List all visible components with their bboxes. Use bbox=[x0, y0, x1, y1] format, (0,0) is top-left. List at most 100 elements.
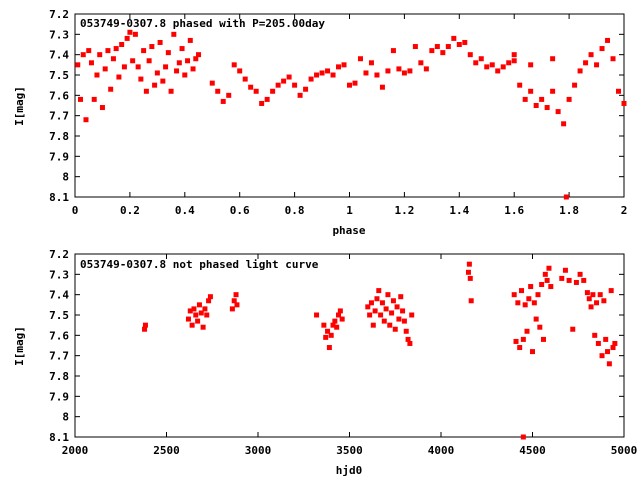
data-point bbox=[520, 434, 526, 440]
data-point bbox=[539, 282, 545, 287]
data-point bbox=[124, 35, 130, 41]
data-point bbox=[522, 96, 528, 102]
data-point bbox=[336, 64, 342, 70]
data-point bbox=[561, 121, 567, 127]
data-point bbox=[606, 361, 612, 367]
data-point bbox=[603, 336, 609, 342]
data-point bbox=[524, 328, 530, 334]
data-point bbox=[584, 290, 590, 296]
data-point bbox=[537, 324, 543, 330]
data-point bbox=[467, 52, 473, 58]
data-point bbox=[379, 300, 385, 306]
data-point bbox=[336, 312, 342, 318]
data-point bbox=[570, 326, 576, 332]
y-tick-label: 7.6 bbox=[49, 329, 69, 342]
x-tick-label: 1.4 bbox=[449, 204, 469, 217]
data-point bbox=[467, 275, 473, 281]
data-point bbox=[612, 340, 618, 346]
data-point bbox=[297, 92, 303, 98]
x-tick-label: 2000 bbox=[62, 444, 89, 457]
data-points-phased bbox=[75, 29, 627, 200]
data-point bbox=[601, 298, 607, 304]
y-tick-label: 7.4 bbox=[49, 49, 69, 62]
data-point bbox=[610, 345, 616, 351]
data-point bbox=[127, 29, 133, 35]
data-point bbox=[275, 82, 281, 88]
data-point bbox=[242, 76, 248, 82]
data-point bbox=[401, 70, 407, 76]
data-point bbox=[519, 288, 525, 294]
data-point bbox=[544, 105, 550, 111]
data-point bbox=[563, 194, 569, 200]
data-point bbox=[253, 88, 259, 94]
x-axis-label-phased: phase bbox=[332, 224, 365, 237]
data-point bbox=[116, 74, 122, 80]
data-point bbox=[462, 39, 468, 45]
data-point bbox=[517, 345, 523, 351]
data-point bbox=[533, 316, 539, 322]
x-tick-label: 1.2 bbox=[394, 204, 414, 217]
data-point bbox=[149, 44, 155, 50]
y-tick-label: 7.8 bbox=[49, 130, 69, 143]
data-point bbox=[204, 312, 210, 318]
data-point bbox=[200, 324, 206, 330]
data-point bbox=[608, 288, 614, 294]
data-point bbox=[407, 68, 413, 74]
data-point bbox=[105, 48, 111, 54]
data-point bbox=[466, 261, 472, 267]
data-point bbox=[171, 31, 177, 37]
data-point bbox=[522, 302, 528, 308]
data-point bbox=[352, 80, 358, 86]
data-point bbox=[605, 37, 611, 43]
data-point bbox=[165, 50, 171, 56]
y-tick-label: 8 bbox=[62, 171, 69, 184]
data-point bbox=[515, 300, 521, 306]
chart-title-unphased: 053749-0307.8 not phased light curve bbox=[80, 258, 319, 271]
x-tick-label: 1.6 bbox=[504, 204, 524, 217]
data-point bbox=[390, 48, 396, 54]
data-point bbox=[489, 62, 495, 68]
data-point bbox=[332, 318, 338, 324]
data-point bbox=[233, 292, 239, 298]
data-point bbox=[75, 62, 81, 68]
data-point bbox=[599, 353, 605, 359]
data-point bbox=[365, 304, 371, 310]
data-point bbox=[528, 284, 534, 290]
data-point bbox=[77, 96, 83, 102]
y-tick-label: 7.4 bbox=[49, 289, 69, 302]
data-point bbox=[80, 52, 86, 58]
data-point bbox=[544, 277, 550, 283]
data-point bbox=[226, 92, 232, 98]
data-point bbox=[368, 60, 374, 66]
data-point bbox=[434, 44, 440, 50]
data-point bbox=[533, 103, 539, 108]
y-tick-label: 7.5 bbox=[49, 309, 69, 322]
data-point bbox=[562, 267, 568, 273]
data-point bbox=[189, 322, 195, 328]
x-tick-label: 2 bbox=[621, 204, 628, 217]
data-point bbox=[130, 58, 136, 64]
x-tick-label: 3000 bbox=[245, 444, 272, 457]
x-tick-label: 4500 bbox=[519, 444, 546, 457]
data-point bbox=[119, 42, 125, 47]
data-point bbox=[465, 269, 471, 275]
data-point bbox=[550, 56, 556, 62]
data-point bbox=[209, 80, 215, 86]
data-point bbox=[248, 84, 254, 90]
data-point bbox=[581, 277, 587, 283]
data-point bbox=[621, 100, 627, 106]
data-points-unphased bbox=[142, 261, 618, 440]
data-point bbox=[394, 304, 400, 310]
data-point bbox=[445, 44, 451, 50]
data-point bbox=[396, 66, 402, 72]
data-point bbox=[179, 46, 185, 52]
panel-unphased: 2000 2500 3000 3500 4000 4500 5000 7.2 7.3 7.4 7.5… bbox=[13, 248, 637, 477]
data-point bbox=[548, 284, 554, 290]
y-axis-label-phased: I[mag] bbox=[13, 86, 26, 126]
data-point bbox=[440, 50, 446, 56]
y-tick-label: 8.1 bbox=[49, 431, 69, 444]
data-point bbox=[400, 308, 406, 314]
data-point bbox=[392, 326, 398, 332]
data-point bbox=[108, 86, 114, 92]
data-point bbox=[176, 60, 182, 66]
